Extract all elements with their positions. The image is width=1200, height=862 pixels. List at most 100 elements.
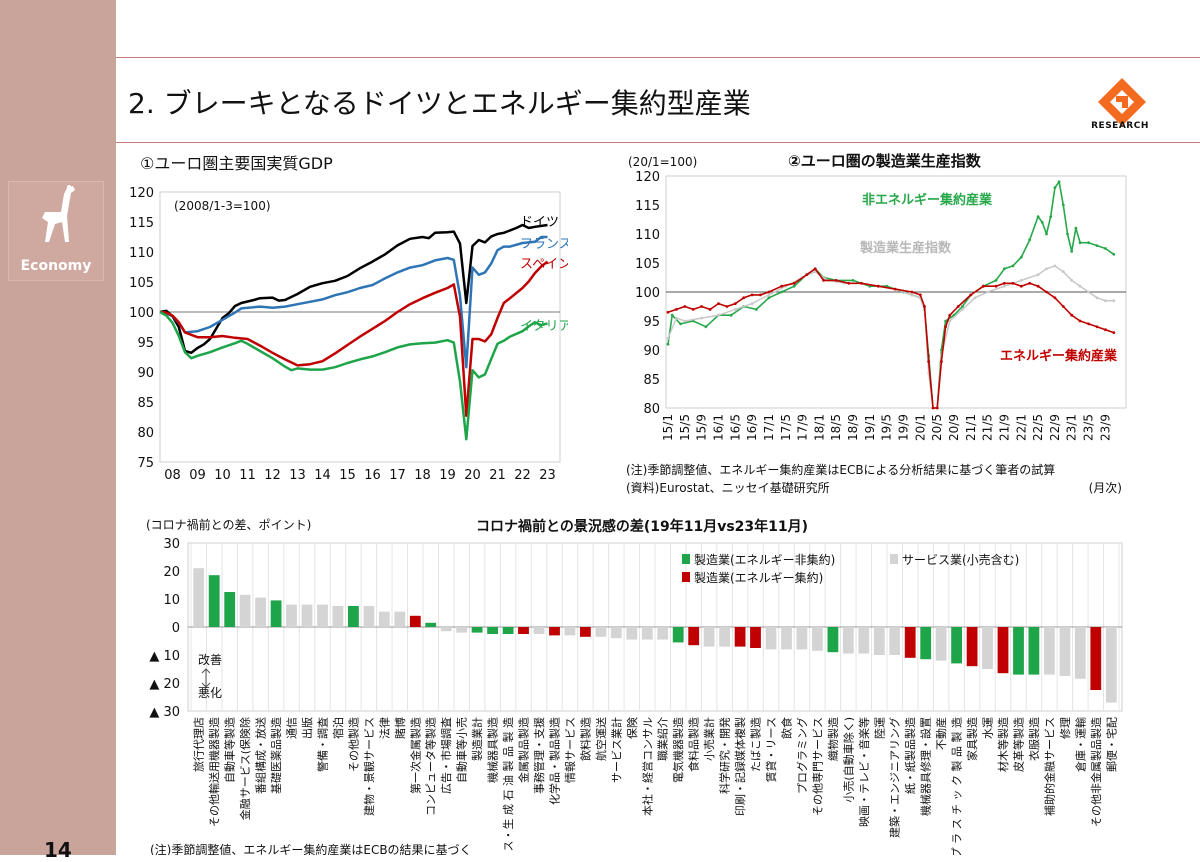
category-label: 航空運送 [594,717,608,761]
data-point [910,293,914,297]
x-tick-label: 21/5 [981,414,995,441]
category-label: 飲食 [780,717,794,739]
category-label: その他輸送用機器製造 [207,717,221,827]
x-tick-label: 22 [514,468,531,483]
bar [1105,627,1117,703]
bar [1090,627,1102,690]
data-point [750,293,754,297]
bar [456,627,468,633]
data-point [969,293,973,297]
category-label: ーク ス・生 成 石 油 製 品 製 造 [501,717,515,855]
data-point [729,313,733,317]
series-line [159,223,548,355]
category-label: 科学研究・開発 [718,717,732,794]
page-number: 14 [44,838,72,862]
data-point [1095,325,1099,329]
series-line [667,181,1115,409]
category-label: 旅行代理店 [192,717,206,772]
data-point [675,316,678,320]
data-point [1070,279,1074,282]
bar [1074,627,1086,679]
data-point [1036,215,1040,218]
data-point [666,337,670,340]
chart-title: コロナ禍前との景況感の差(19年11月vs23年11月) [476,518,808,535]
data-point [851,279,855,282]
category-label: 陸運 [873,717,886,739]
giraffe-icon [42,185,75,242]
x-tick-label: 18/1 [812,414,826,441]
bar [672,627,684,643]
data-point [1095,296,1099,300]
category-label: 第一次金属製造 [408,717,422,794]
y-tick-label: 115 [635,199,660,214]
y-tick-label: 110 [635,228,660,243]
data-point [1036,273,1040,276]
x-tick-label: 17/1 [762,414,776,441]
bar [239,594,251,627]
data-point [1049,215,1053,218]
x-tick-label: 23/9 [1098,414,1112,441]
bar [502,627,514,634]
bar [1028,627,1040,675]
x-tick-label: 19/5 [880,414,894,441]
category-label: 映画・テレビ・音楽等 [857,717,871,827]
category-label: 出版 [300,717,314,739]
y-tick-label: 95 [137,336,154,351]
category-label: 自動車等小売 [455,717,469,783]
y-tick-label: 85 [643,373,660,388]
bar [703,627,715,647]
logo-text: RESEARCH [1091,121,1149,131]
y-tick-label: 95 [643,315,660,330]
data-point [792,281,796,285]
category-label: 賃貸・リース [764,717,778,782]
data-point [725,305,729,308]
x-tick-label: 20/1 [913,414,927,441]
data-point [1095,244,1099,247]
x-tick-label: 22/9 [1048,414,1062,441]
x-tick-label: 21/9 [997,414,1011,441]
y-tick-label: 0 [172,621,180,636]
data-point [1070,250,1074,253]
bar [270,600,282,627]
data-point [935,406,939,410]
y-tick-label: 105 [635,257,660,272]
bar [997,627,1009,674]
data-point [1045,232,1048,236]
data-point [1112,331,1116,334]
economy-label: Economy [20,258,92,274]
bar [286,604,297,627]
y-tick-label: 120 [129,186,154,201]
x-tick-label: 15/5 [678,414,692,441]
y-tick-label: 110 [129,246,154,261]
category-label: 法律 [377,717,391,739]
data-point [822,279,825,282]
bar [842,627,854,654]
category-label: 職業紹介 [657,717,670,761]
category-label: 食料品製造 [687,717,701,772]
bar [533,627,545,634]
data-point [704,325,708,329]
category-label: 建築・エンジニアリング [888,717,902,838]
y-tick-label: ▲ 10 [149,649,180,664]
series-label: フランス [520,237,568,252]
data-point [1104,247,1107,250]
y-tick-label: 90 [643,344,660,359]
legend-label-gray: サービス業(小売含む) [902,552,1019,567]
data-point [1003,284,1006,288]
data-point [700,316,703,320]
series-line [667,268,1115,409]
y-tick-label: 100 [635,286,660,301]
x-tick-label: 18/9 [846,414,860,441]
bar [858,627,870,654]
data-point [918,293,922,297]
data-point [860,281,863,285]
x-tick-label: 22/5 [1031,414,1045,441]
series-label: イタリア [520,319,568,334]
data-point [931,406,935,410]
bar [812,627,823,651]
data-point [1028,238,1032,242]
chart-note: (2008/1-3=100) [174,199,271,213]
data-point [893,287,897,291]
category-label: 金融サービス(保険除 [238,717,252,820]
data-point [1061,203,1065,207]
